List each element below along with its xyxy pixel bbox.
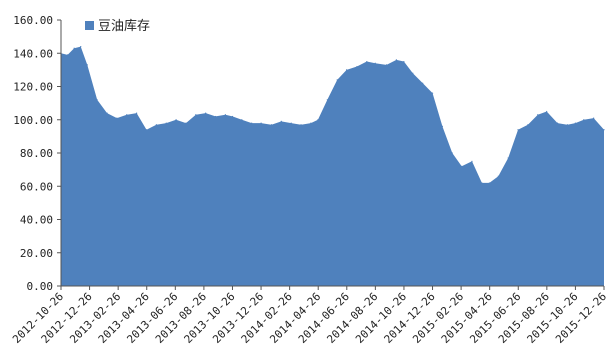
data-point: [96, 99, 98, 101]
data-point: [366, 60, 368, 63]
legend-label: 豆油库存: [98, 18, 150, 34]
y-tick-label: 100.00: [13, 114, 53, 127]
data-point: [481, 182, 483, 184]
data-point: [145, 129, 148, 131]
data-point: [395, 59, 397, 61]
data-point: [431, 92, 434, 94]
y-tick-label: 80.00: [20, 147, 53, 160]
data-point: [317, 119, 319, 121]
data-point: [214, 115, 217, 118]
data-point: [593, 117, 595, 119]
data-point: [260, 122, 262, 124]
data-point: [403, 60, 405, 63]
data-point: [86, 64, 88, 66]
data-point: [546, 110, 548, 113]
data-point: [603, 129, 605, 131]
data-point: [66, 54, 69, 56]
data-point: [290, 122, 292, 124]
data-point: [224, 114, 226, 116]
y-axis: 0.00 20.00 40.00 60.00 80.00 100.00 120.00 140.…: [13, 14, 62, 293]
data-point: [556, 122, 559, 124]
data-point: [165, 122, 167, 124]
data-point: [80, 46, 82, 48]
data-point: [280, 120, 282, 123]
data-point: [73, 47, 75, 49]
data-point: [451, 152, 453, 154]
data-point: [497, 175, 499, 177]
data-point: [205, 112, 207, 114]
data-point: [195, 114, 197, 116]
data-point: [488, 182, 490, 184]
data-point: [175, 119, 177, 121]
x-axis: 2012-10-262012-12-262013-02-262013-04-26…: [10, 285, 609, 345]
data-point: [126, 114, 128, 116]
legend: 豆油库存: [85, 18, 150, 34]
plot-area: [60, 46, 605, 286]
data-point: [116, 117, 118, 119]
data-point: [155, 124, 157, 126]
data-point: [527, 124, 529, 126]
y-tick-label: 0.00: [27, 280, 54, 293]
data-point: [507, 157, 509, 159]
data-point: [251, 122, 253, 124]
y-tick-label: 40.00: [20, 214, 53, 227]
data-point: [326, 99, 328, 101]
data-point: [537, 114, 539, 116]
y-tick-label: 60.00: [20, 180, 53, 193]
data-point: [345, 69, 348, 71]
data-point: [310, 122, 312, 124]
data-point: [422, 82, 424, 84]
data-point: [136, 112, 138, 114]
y-tick-label: 20.00: [20, 247, 53, 260]
data-point: [385, 64, 388, 66]
data-point: [106, 112, 108, 114]
data-point: [471, 160, 473, 162]
data-point: [270, 124, 273, 126]
data-point: [441, 125, 444, 127]
data-point: [583, 119, 585, 121]
legend-swatch: [85, 21, 94, 30]
y-tick-label: 160.00: [13, 14, 53, 27]
data-point: [300, 124, 302, 126]
data-point: [356, 65, 358, 68]
data-point: [185, 122, 187, 124]
data-point: [517, 129, 519, 131]
data-point: [241, 119, 243, 121]
data-point: [461, 165, 463, 167]
data-point: [566, 124, 568, 126]
data-point: [374, 62, 376, 64]
series-area: [61, 46, 604, 286]
y-tick-label: 120.00: [13, 81, 53, 94]
data-point: [336, 79, 338, 81]
data-point: [574, 122, 576, 124]
y-tick-label: 140.00: [13, 47, 53, 60]
data-point: [231, 115, 234, 118]
data-point: [412, 72, 414, 74]
